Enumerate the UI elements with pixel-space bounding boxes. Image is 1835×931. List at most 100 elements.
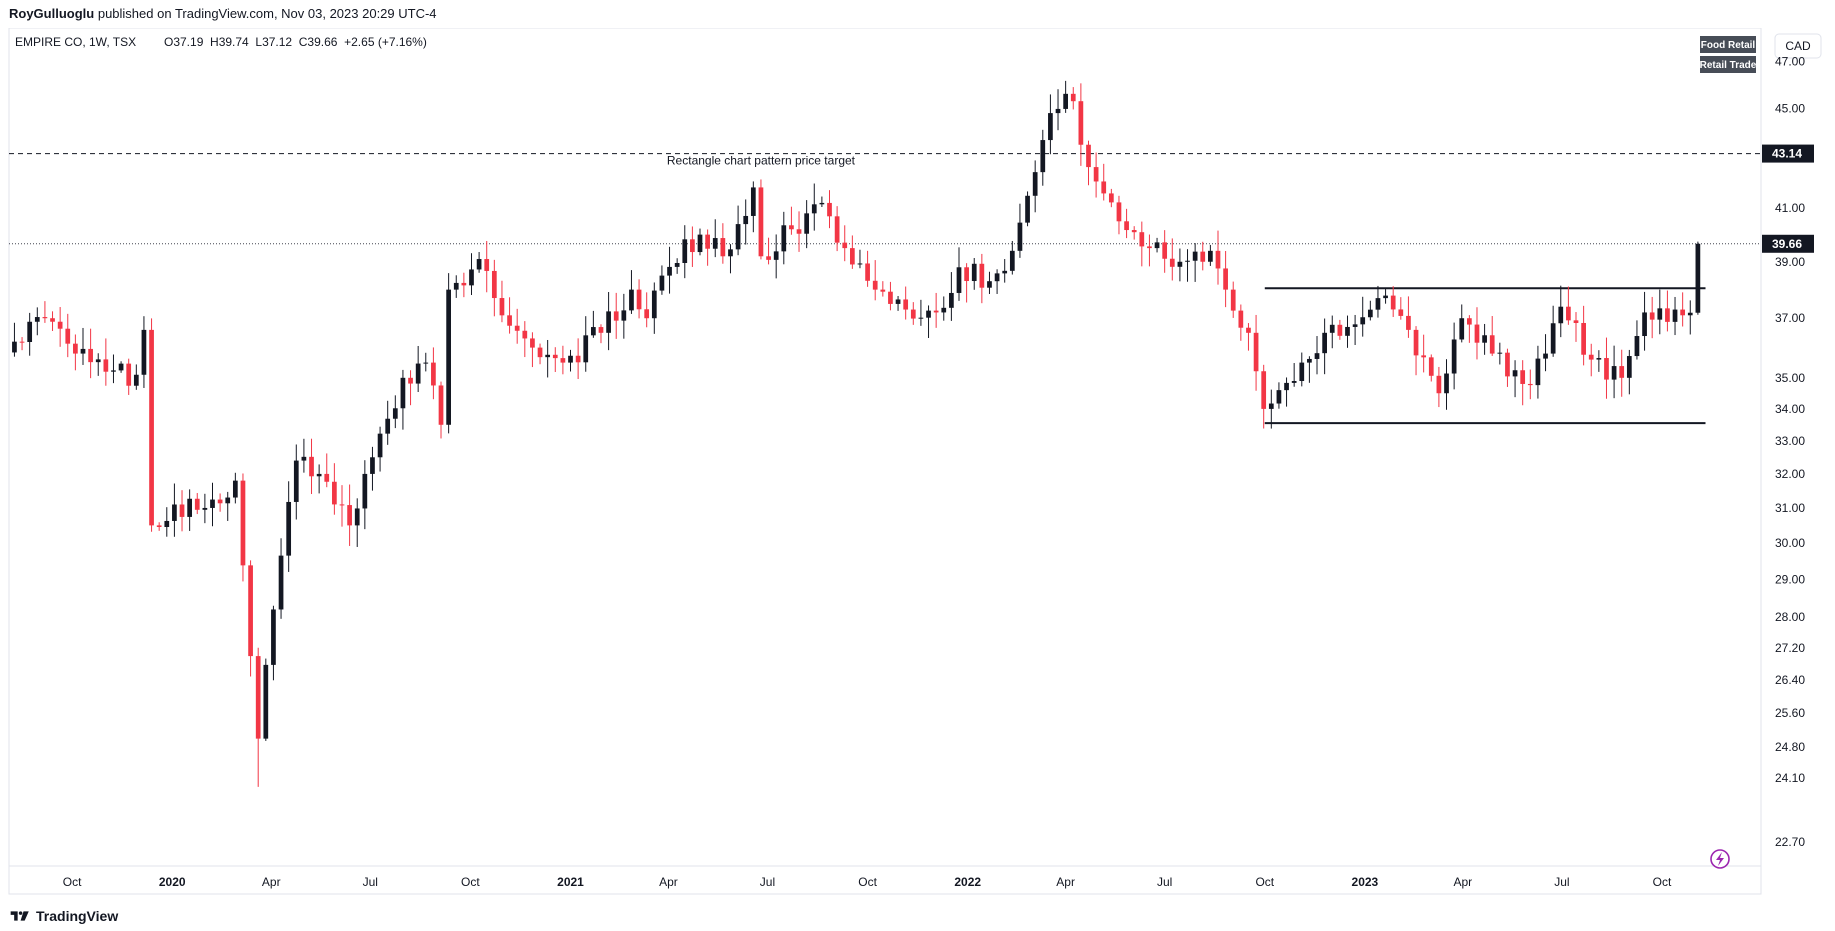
price-label-dashed-line[interactable]: 43.14 xyxy=(1762,144,1814,163)
candle xyxy=(133,364,139,390)
candle xyxy=(1162,230,1168,273)
time-tick-label: Oct xyxy=(1255,875,1274,889)
candle xyxy=(149,318,154,532)
candle xyxy=(667,246,672,294)
candle xyxy=(964,263,969,303)
candle xyxy=(278,538,284,619)
sector-badge[interactable]: Food Retail xyxy=(1701,40,1756,51)
svg-text:39.66: 39.66 xyxy=(1772,237,1802,251)
candle xyxy=(827,190,832,229)
price-tick-label: 22.70 xyxy=(1775,835,1805,849)
candle xyxy=(933,292,939,328)
candle xyxy=(537,343,543,365)
price-tick-label: 39.00 xyxy=(1775,255,1805,269)
industry-badge[interactable]: Retail Trade xyxy=(1700,60,1757,71)
candle xyxy=(1482,323,1487,355)
candle xyxy=(766,237,771,265)
candle xyxy=(1147,234,1152,267)
candle xyxy=(461,272,467,298)
candle xyxy=(324,453,330,488)
candle xyxy=(591,310,596,338)
candle xyxy=(1649,296,1655,339)
candle xyxy=(1307,356,1312,383)
candle xyxy=(1550,305,1556,357)
time-tick-label: Jul xyxy=(1554,875,1569,889)
time-axis[interactable]: Oct 2020 Apr Jul Oct 2021 Apr Jul Oct 2022 Apr Jul O… xyxy=(63,875,1672,889)
candle xyxy=(1017,203,1023,258)
candle xyxy=(705,229,710,266)
time-tick-label: Oct xyxy=(1653,875,1672,889)
price-tick-label: 26.40 xyxy=(1775,673,1805,687)
candle xyxy=(971,258,977,290)
price-chart[interactable]: Rectangle chart pattern price target EMP… xyxy=(0,28,1835,904)
candle xyxy=(141,316,147,388)
candle xyxy=(1566,286,1571,325)
sector-badge-bg xyxy=(1700,36,1756,53)
candle xyxy=(271,605,276,681)
annotation-price-target[interactable]: Rectangle chart pattern price target xyxy=(667,154,856,168)
candle xyxy=(187,489,193,531)
drawing-lines xyxy=(9,153,1761,425)
candle xyxy=(1192,243,1198,282)
candle xyxy=(811,183,817,231)
candle xyxy=(1116,195,1122,235)
candle xyxy=(674,258,680,274)
candle xyxy=(918,299,924,326)
currency-label: CAD xyxy=(1785,39,1811,53)
time-tick-label: Jul xyxy=(1157,875,1172,889)
author-name[interactable]: RoyGulluoglu xyxy=(9,6,95,21)
price-tick-label: 30.00 xyxy=(1775,536,1805,550)
candle xyxy=(362,460,368,530)
candle xyxy=(758,179,764,260)
candle xyxy=(1352,314,1358,345)
candle xyxy=(1337,319,1343,340)
time-tick-label: Oct xyxy=(63,875,82,889)
time-tick-label: Jul xyxy=(363,875,378,889)
candle xyxy=(1383,289,1388,304)
candle xyxy=(400,369,406,430)
chart-frame xyxy=(8,28,1762,895)
price-label-last-price[interactable]: 39.66 xyxy=(1762,234,1814,253)
candle xyxy=(895,296,901,311)
candle xyxy=(1611,345,1617,399)
candle xyxy=(1695,241,1701,315)
candle xyxy=(95,353,101,376)
candle xyxy=(194,493,200,515)
candle xyxy=(926,305,931,338)
candle xyxy=(1421,334,1427,373)
candle xyxy=(1451,322,1457,390)
currency-button[interactable] xyxy=(1774,33,1822,59)
candle xyxy=(210,482,215,527)
time-tick-label: Apr xyxy=(262,875,281,889)
candle xyxy=(629,270,634,314)
candle xyxy=(1078,83,1084,166)
candle xyxy=(994,269,1000,294)
candle xyxy=(781,211,787,265)
candle xyxy=(453,275,459,298)
candle xyxy=(286,481,292,572)
candle xyxy=(1139,221,1145,267)
candle xyxy=(903,286,909,320)
lightning-icon[interactable] xyxy=(1710,849,1730,869)
price-axis[interactable]: 22.70 24.10 24.80 25.60 26.40 27.20 28.00 29.00… xyxy=(1762,55,1814,849)
legend-ohlc: O37.19 H39.74 L37.12 C39.66 +2.65 (+7.16… xyxy=(164,35,427,49)
candle xyxy=(27,312,33,356)
candle xyxy=(575,338,581,380)
candle xyxy=(438,381,444,439)
candle xyxy=(1436,366,1442,408)
candle xyxy=(164,507,170,537)
time-tick-label: 2021 xyxy=(557,875,584,889)
candle xyxy=(111,354,116,384)
legend-symbol[interactable]: EMPIRE CO, 1W, TSX xyxy=(15,35,136,49)
candle xyxy=(1093,152,1099,198)
candle xyxy=(1009,240,1015,275)
time-tick-label: Jul xyxy=(760,875,775,889)
candle xyxy=(1360,296,1366,337)
candle xyxy=(514,308,520,344)
tradingview-logo-icon xyxy=(10,911,29,921)
candle xyxy=(476,252,482,273)
candle xyxy=(217,493,223,512)
footer-brand[interactable]: TradingView xyxy=(36,908,119,924)
candle xyxy=(796,211,802,252)
time-tick-label: Oct xyxy=(461,875,480,889)
